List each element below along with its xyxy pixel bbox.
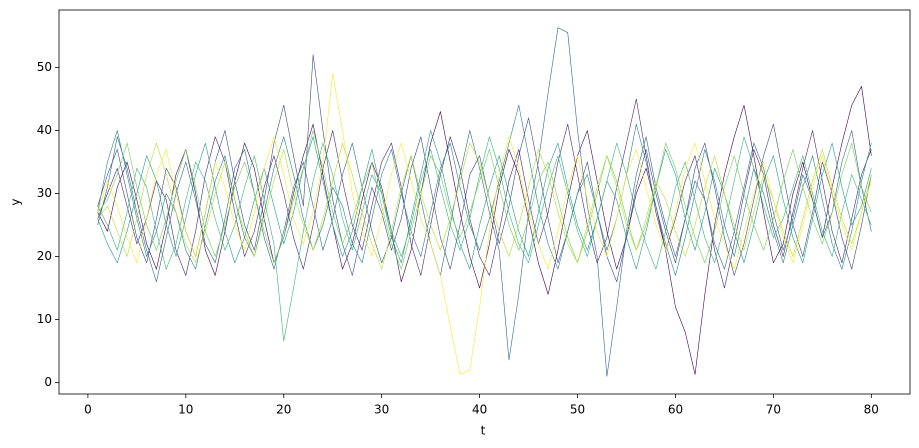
y-tick-label: 30 xyxy=(37,186,52,200)
y-axis-label: y xyxy=(9,198,23,205)
x-tick-label: 50 xyxy=(570,403,585,417)
x-tick-label: 70 xyxy=(766,403,781,417)
series-line xyxy=(97,130,872,270)
x-tick-label: 60 xyxy=(668,403,683,417)
y-tick-label: 40 xyxy=(37,123,52,137)
y-tick-label: 10 xyxy=(37,312,52,326)
x-tick-label: 20 xyxy=(276,403,291,417)
x-tick-label: 10 xyxy=(178,403,193,417)
x-tick-label: 80 xyxy=(864,403,879,417)
series-line xyxy=(97,27,872,377)
series-line xyxy=(97,86,872,375)
x-tick-label: 30 xyxy=(374,403,389,417)
series-line xyxy=(97,136,872,342)
series-line xyxy=(97,73,872,375)
series-line xyxy=(97,104,872,276)
x-tick-label: 0 xyxy=(84,403,92,417)
series-line xyxy=(97,142,872,270)
x-tick-label: 40 xyxy=(472,403,487,417)
series-line xyxy=(97,54,872,283)
y-tick-label: 0 xyxy=(44,375,52,389)
series-line xyxy=(97,130,872,270)
y-tick-label: 20 xyxy=(37,249,52,263)
y-tick-label: 50 xyxy=(37,60,52,74)
plot-frame xyxy=(58,9,911,395)
x-axis-label: t xyxy=(481,424,486,438)
series-line xyxy=(97,98,872,289)
